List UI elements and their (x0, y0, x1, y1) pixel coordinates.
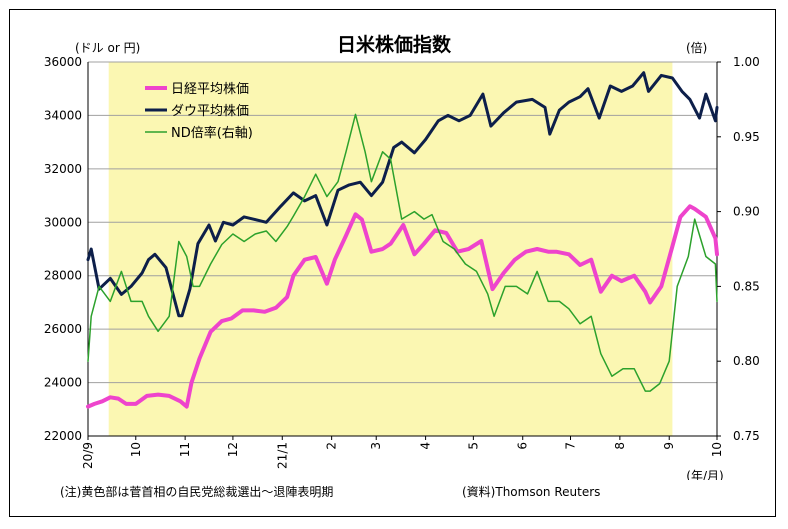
y-left-tick-label: 34000 (44, 108, 82, 122)
legend-label: ダウ平均株価 (171, 104, 249, 119)
source-note: (資料)Thomson Reuters (462, 485, 601, 499)
x-tick-label: 21/1 (275, 442, 289, 469)
x-tick-label: 20/9 (81, 442, 95, 469)
x-axis-label: (年/月) (686, 469, 723, 480)
y-right-tick-label: 0.90 (733, 205, 760, 219)
x-tick-label: 10 (129, 442, 143, 457)
legend-label: ND倍率(右軸) (171, 125, 253, 141)
chart-plot: 22000 24000 26000 28000 30000 32000 34000 36000… (44, 55, 760, 480)
y-right-tick-label: 0.95 (733, 130, 760, 144)
highlight-band (108, 62, 673, 436)
left-axis-unit: (ドル or 円) (75, 41, 141, 55)
y-right-tick-label: 1.00 (733, 55, 760, 69)
x-tick-label: 4 (419, 442, 433, 450)
y-right-tick-label: 0.85 (733, 279, 760, 293)
x-tick-label: 5 (466, 442, 480, 450)
x-tick-label: 10 (710, 442, 724, 457)
x-tick-label: 7 (563, 442, 577, 450)
x-tick-label: 11 (178, 442, 192, 457)
right-axis-unit: (倍) (686, 41, 708, 55)
y-left-tick-label: 28000 (44, 269, 82, 283)
x-tick-label: 2 (325, 442, 339, 450)
x-tick-label: 6 (516, 442, 530, 450)
y-left-tick-label: 32000 (44, 162, 82, 176)
y-left-tick-label: 22000 (44, 429, 82, 443)
chart-frame (9, 9, 776, 517)
chart-title: 日米株価指数 (336, 34, 451, 56)
x-tick-label: 3 (369, 442, 383, 450)
legend-label: 日経平均株価 (171, 82, 249, 97)
y-left-tick-label: 24000 (44, 376, 82, 390)
x-tick-label: 12 (226, 442, 240, 457)
y-left-tick-label: 36000 (44, 55, 82, 69)
y-left-tick-label: 26000 (44, 322, 82, 336)
nikkei-line (86, 204, 719, 409)
y-right-tick-label: 0.80 (733, 354, 760, 368)
x-tick-label: 9 (662, 442, 676, 450)
dow-line (86, 71, 719, 318)
nd-ratio-line (87, 113, 718, 392)
footnote: (注)黄色部は菅首相の自民党総裁選出～退陣表明期 (60, 485, 334, 499)
y-left-tick-label: 30000 (44, 215, 82, 229)
y-right-tick-label: 0.75 (733, 429, 760, 443)
x-tick-label: 8 (613, 442, 627, 450)
